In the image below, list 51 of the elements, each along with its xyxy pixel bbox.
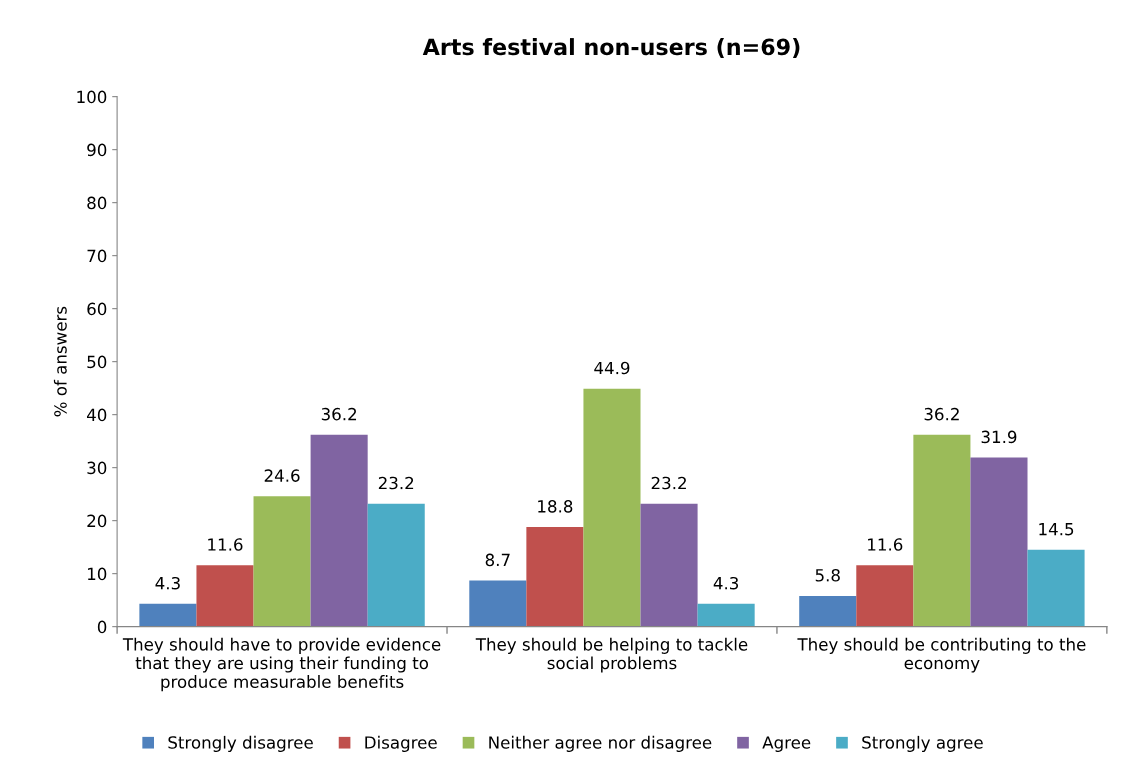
y-tick-label: 10 — [88, 567, 107, 581]
data-label: 24.6 — [264, 469, 300, 482]
data-label: 44.9 — [594, 361, 630, 375]
bar — [1027, 549, 1085, 627]
data-label: 4.3 — [155, 576, 180, 590]
x-tick-label: They should be helping to tackle social problems — [475, 637, 748, 673]
data-label: 23.2 — [378, 476, 414, 490]
bar — [253, 496, 311, 627]
y-tick-label: 0 — [97, 620, 107, 634]
data-label: 5.8 — [815, 568, 840, 582]
data-label: 36.2 — [321, 407, 357, 421]
y-tick-label: 80 — [87, 196, 107, 210]
data-label: 23.2 — [651, 476, 686, 490]
bar — [583, 388, 641, 627]
y-tick-label: 60 — [87, 302, 107, 316]
bar — [856, 565, 914, 627]
bar — [970, 457, 1028, 627]
y-tick-label: 40 — [86, 408, 107, 422]
data-label: 18.8 — [538, 500, 573, 513]
bar — [697, 603, 755, 627]
y-tick-label: 100 — [77, 90, 107, 104]
bar — [469, 580, 527, 627]
y-tick-label: 70 — [87, 249, 107, 263]
bar — [367, 503, 425, 627]
bar — [139, 603, 197, 627]
legend-label: Neither agree nor disagree — [489, 735, 712, 752]
legend-label: Disagree — [365, 735, 437, 752]
legend-label: Strongly agree — [862, 735, 983, 752]
x-tick-label: They should have to provide evidence that they are using their funding to produce measurable benefits — [122, 637, 441, 692]
bar — [799, 595, 857, 627]
bar — [196, 565, 254, 627]
data-label: 36.2 — [924, 407, 959, 421]
data-label: 11.6 — [208, 538, 243, 551]
bar — [640, 503, 698, 627]
chart-title: Arts festival non-users (n=69) — [422, 38, 800, 58]
bar — [310, 434, 368, 627]
y-tick-label: 30 — [87, 461, 107, 475]
data-label: 11.6 — [868, 538, 903, 551]
bar — [913, 434, 971, 627]
data-label: 4.3 — [713, 576, 739, 590]
data-label: 14.5 — [1039, 523, 1074, 536]
y-tick-label: 50 — [87, 355, 107, 369]
data-label: 8.7 — [485, 553, 510, 567]
x-tick-label: They should be contributing to the economy — [797, 637, 1086, 673]
y-axis-title: % of answers — [53, 306, 67, 417]
data-label: 31.9 — [981, 430, 1017, 444]
legend-label: Strongly disagree — [168, 735, 313, 752]
y-tick-label: 20 — [87, 514, 107, 528]
y-tick-label: 90 — [87, 143, 107, 157]
bar — [526, 527, 584, 627]
legend-label: Agree — [762, 736, 811, 752]
